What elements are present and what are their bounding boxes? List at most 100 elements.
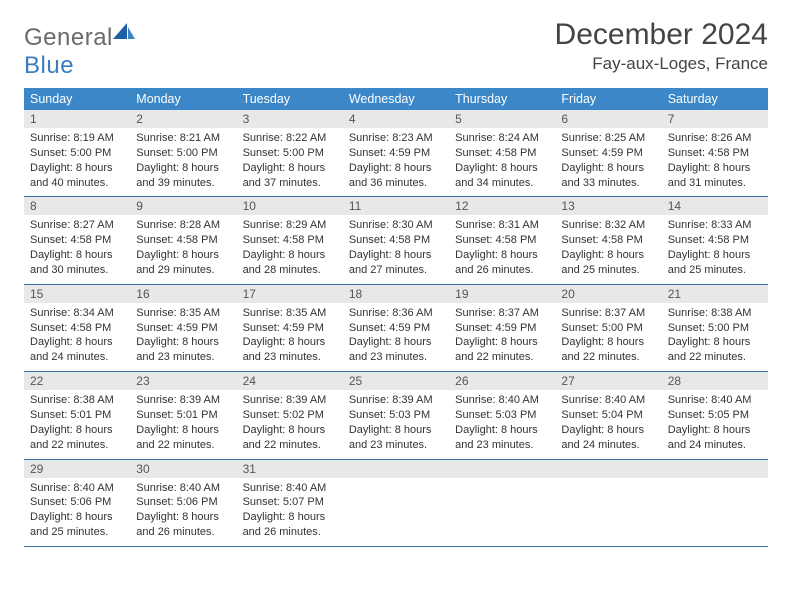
daylight-text-1: Daylight: 8 hours [561,248,655,263]
day-cell: 19Sunrise: 8:37 AMSunset: 4:59 PMDayligh… [449,285,555,371]
day-cell [662,460,768,546]
daylight-text-2: and 24 minutes. [30,350,124,365]
day-cell: 12Sunrise: 8:31 AMSunset: 4:58 PMDayligh… [449,197,555,283]
sunset-text: Sunset: 4:58 PM [30,321,124,336]
day-body [555,478,661,487]
daylight-text-1: Daylight: 8 hours [243,161,337,176]
day-cell: 31Sunrise: 8:40 AMSunset: 5:07 PMDayligh… [237,460,343,546]
day-cell: 20Sunrise: 8:37 AMSunset: 5:00 PMDayligh… [555,285,661,371]
sunset-text: Sunset: 4:58 PM [668,233,762,248]
day-number: 5 [449,110,555,128]
day-number: 16 [130,285,236,303]
day-cell: 18Sunrise: 8:36 AMSunset: 4:59 PMDayligh… [343,285,449,371]
sunrise-text: Sunrise: 8:19 AM [30,131,124,146]
sunrise-text: Sunrise: 8:36 AM [349,306,443,321]
daylight-text-1: Daylight: 8 hours [455,335,549,350]
day-cell: 6Sunrise: 8:25 AMSunset: 4:59 PMDaylight… [555,110,661,196]
daylight-text-1: Daylight: 8 hours [243,248,337,263]
daylight-text-1: Daylight: 8 hours [136,248,230,263]
sunset-text: Sunset: 5:03 PM [349,408,443,423]
daylight-text-2: and 25 minutes. [668,263,762,278]
daylight-text-1: Daylight: 8 hours [30,161,124,176]
day-number: 22 [24,372,130,390]
sunset-text: Sunset: 5:01 PM [136,408,230,423]
day-cell: 13Sunrise: 8:32 AMSunset: 4:58 PMDayligh… [555,197,661,283]
day-header-monday: Monday [130,88,236,110]
day-cell: 22Sunrise: 8:38 AMSunset: 5:01 PMDayligh… [24,372,130,458]
daylight-text-2: and 23 minutes. [243,350,337,365]
sunset-text: Sunset: 4:58 PM [349,233,443,248]
day-body: Sunrise: 8:34 AMSunset: 4:58 PMDaylight:… [24,303,130,371]
daylight-text-2: and 22 minutes. [455,350,549,365]
day-cell: 5Sunrise: 8:24 AMSunset: 4:58 PMDaylight… [449,110,555,196]
daylight-text-2: and 26 minutes. [455,263,549,278]
sunrise-text: Sunrise: 8:38 AM [668,306,762,321]
title-block: December 2024 Fay-aux-Loges, France [555,18,768,74]
day-number: 1 [24,110,130,128]
day-number: 14 [662,197,768,215]
day-number [343,460,449,478]
day-number: 4 [343,110,449,128]
day-body: Sunrise: 8:37 AMSunset: 5:00 PMDaylight:… [555,303,661,371]
daylight-text-1: Daylight: 8 hours [243,335,337,350]
logo-text-blue: Blue [24,52,74,79]
sunset-text: Sunset: 4:59 PM [136,321,230,336]
sunrise-text: Sunrise: 8:27 AM [30,218,124,233]
day-number: 12 [449,197,555,215]
day-number: 31 [237,460,343,478]
daylight-text-1: Daylight: 8 hours [561,161,655,176]
daylight-text-2: and 26 minutes. [243,525,337,540]
sunrise-text: Sunrise: 8:25 AM [561,131,655,146]
day-number [555,460,661,478]
sunset-text: Sunset: 5:05 PM [668,408,762,423]
day-body [449,478,555,487]
day-number: 11 [343,197,449,215]
day-cell: 17Sunrise: 8:35 AMSunset: 4:59 PMDayligh… [237,285,343,371]
day-cell [449,460,555,546]
day-body: Sunrise: 8:35 AMSunset: 4:59 PMDaylight:… [130,303,236,371]
sunset-text: Sunset: 4:58 PM [455,233,549,248]
sunset-text: Sunset: 4:59 PM [455,321,549,336]
daylight-text-1: Daylight: 8 hours [136,161,230,176]
week-row: 29Sunrise: 8:40 AMSunset: 5:06 PMDayligh… [24,460,768,547]
day-body: Sunrise: 8:23 AMSunset: 4:59 PMDaylight:… [343,128,449,196]
daylight-text-1: Daylight: 8 hours [136,335,230,350]
day-header-tuesday: Tuesday [237,88,343,110]
daylight-text-2: and 22 minutes. [243,438,337,453]
day-body: Sunrise: 8:29 AMSunset: 4:58 PMDaylight:… [237,215,343,283]
day-headers-row: Sunday Monday Tuesday Wednesday Thursday… [24,88,768,110]
day-number: 15 [24,285,130,303]
day-number: 2 [130,110,236,128]
weeks-container: 1Sunrise: 8:19 AMSunset: 5:00 PMDaylight… [24,110,768,547]
daylight-text-2: and 36 minutes. [349,176,443,191]
daylight-text-2: and 22 minutes. [136,438,230,453]
day-cell: 1Sunrise: 8:19 AMSunset: 5:00 PMDaylight… [24,110,130,196]
day-header-saturday: Saturday [662,88,768,110]
daylight-text-2: and 24 minutes. [561,438,655,453]
sunset-text: Sunset: 4:59 PM [349,146,443,161]
daylight-text-1: Daylight: 8 hours [30,510,124,525]
day-body: Sunrise: 8:38 AMSunset: 5:01 PMDaylight:… [24,390,130,458]
sunrise-text: Sunrise: 8:40 AM [561,393,655,408]
daylight-text-2: and 22 minutes. [30,438,124,453]
daylight-text-2: and 39 minutes. [136,176,230,191]
daylight-text-1: Daylight: 8 hours [243,510,337,525]
day-body: Sunrise: 8:21 AMSunset: 5:00 PMDaylight:… [130,128,236,196]
day-body: Sunrise: 8:32 AMSunset: 4:58 PMDaylight:… [555,215,661,283]
day-number [662,460,768,478]
header: GeneralBlue December 2024 Fay-aux-Loges,… [24,18,768,80]
day-body: Sunrise: 8:27 AMSunset: 4:58 PMDaylight:… [24,215,130,283]
sunrise-text: Sunrise: 8:28 AM [136,218,230,233]
sunrise-text: Sunrise: 8:40 AM [136,481,230,496]
sunset-text: Sunset: 4:58 PM [136,233,230,248]
week-row: 22Sunrise: 8:38 AMSunset: 5:01 PMDayligh… [24,372,768,459]
daylight-text-1: Daylight: 8 hours [455,423,549,438]
daylight-text-2: and 30 minutes. [30,263,124,278]
day-cell [343,460,449,546]
week-row: 15Sunrise: 8:34 AMSunset: 4:58 PMDayligh… [24,285,768,372]
day-number: 19 [449,285,555,303]
sunset-text: Sunset: 5:04 PM [561,408,655,423]
day-body: Sunrise: 8:31 AMSunset: 4:58 PMDaylight:… [449,215,555,283]
day-cell: 10Sunrise: 8:29 AMSunset: 4:58 PMDayligh… [237,197,343,283]
day-body: Sunrise: 8:36 AMSunset: 4:59 PMDaylight:… [343,303,449,371]
